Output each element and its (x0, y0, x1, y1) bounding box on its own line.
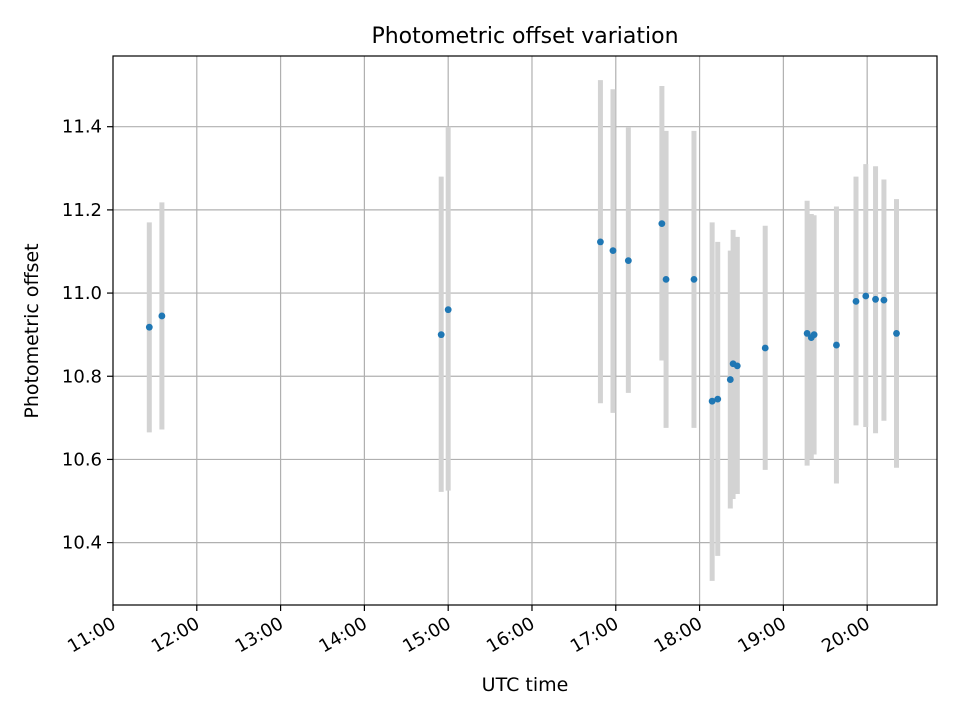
data-point (833, 341, 840, 349)
y-tick-label: 11.0 (62, 283, 102, 304)
data-point (662, 275, 670, 283)
plot-frame (112, 55, 938, 606)
data-point (872, 295, 879, 303)
data-point (852, 297, 860, 305)
y-tick-label: 10.8 (62, 366, 102, 387)
data-point (437, 331, 445, 339)
x-axis-label: UTC time (482, 674, 569, 696)
y-ticks: 10.4 10.6 10.8 11.0 11.2 11.4 (62, 117, 113, 554)
data-point (714, 395, 722, 403)
data-point (158, 312, 166, 320)
data-point (444, 306, 452, 314)
y-tick-label: 11.2 (62, 200, 102, 221)
data-point (893, 330, 900, 337)
data-point (803, 330, 811, 337)
data-points (145, 220, 900, 405)
data-point (624, 257, 632, 265)
data-point (145, 323, 153, 331)
data-point (761, 344, 769, 352)
y-tick-label: 11.4 (62, 117, 102, 138)
data-point (810, 331, 818, 339)
grid (113, 56, 937, 605)
chart-title: Photometric offset variation (371, 24, 678, 49)
data-point (726, 376, 734, 383)
y-axis-label: Photometric offset (21, 243, 43, 418)
y-tick-label: 10.6 (62, 449, 102, 470)
data-point (733, 362, 741, 370)
data-point (690, 275, 698, 283)
data-point (862, 292, 870, 300)
data-point (658, 220, 666, 228)
data-point (609, 247, 617, 255)
data-point (880, 296, 888, 304)
data-point (597, 238, 604, 246)
data-point (708, 397, 716, 405)
y-tick-label: 10.4 (62, 533, 102, 554)
